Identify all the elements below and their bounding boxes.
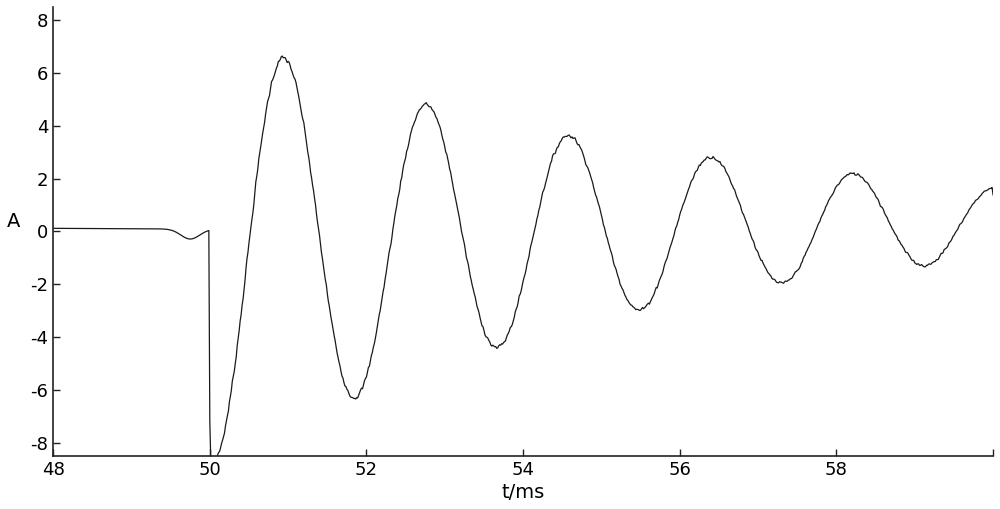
X-axis label: t/ms: t/ms <box>501 483 545 502</box>
Y-axis label: A: A <box>7 212 20 232</box>
